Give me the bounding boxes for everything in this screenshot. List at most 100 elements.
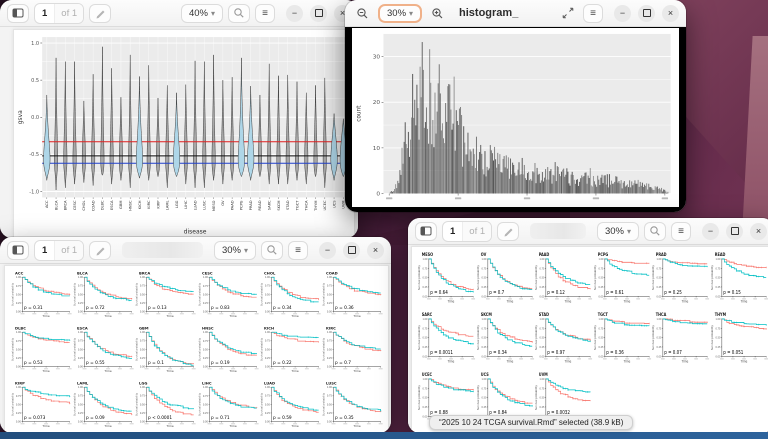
window-controls: − ×	[614, 4, 679, 22]
page-number-input[interactable]: 1	[42, 7, 48, 19]
zoom-level-dropdown[interactable]: 30% ▾	[378, 3, 423, 23]
maximize-icon	[347, 246, 356, 254]
maximize-button[interactable]	[343, 241, 360, 259]
svg-text:p = 0.15: p = 0.15	[723, 289, 741, 296]
menu-button[interactable]: ≡	[255, 3, 275, 23]
svg-text:LUSC: LUSC	[203, 200, 207, 210]
minimize-button[interactable]: −	[614, 4, 631, 22]
minimize-icon: −	[291, 8, 298, 18]
zoom-in-button[interactable]	[427, 4, 448, 23]
svg-text:0.75: 0.75	[481, 267, 486, 270]
svg-text:0.00: 0.00	[78, 420, 84, 423]
svg-text:0.25: 0.25	[540, 406, 545, 409]
search-button[interactable]	[228, 3, 250, 23]
svg-text:0.50: 0.50	[140, 403, 146, 406]
svg-text:1.00: 1.00	[140, 276, 146, 279]
fullscreen-button[interactable]	[558, 4, 578, 23]
zoom-level-dropdown[interactable]: 40% ▾	[180, 3, 223, 23]
svg-text:0.75: 0.75	[657, 327, 662, 330]
menu-button[interactable]: ≡	[583, 3, 603, 23]
sidebar-toggle-button[interactable]	[415, 221, 437, 241]
menu-button[interactable]: ≡	[288, 240, 308, 260]
svg-text:LAML: LAML	[77, 382, 89, 386]
zoom-level-dropdown[interactable]: 30% ▾	[213, 240, 256, 260]
svg-text:0.75: 0.75	[202, 340, 208, 343]
page-number-input[interactable]: 1	[450, 225, 456, 237]
svg-text:0.00: 0.00	[327, 310, 333, 313]
zoom-out-button[interactable]	[352, 4, 373, 23]
minimize-button[interactable]: −	[286, 4, 303, 22]
svg-text:0.75: 0.75	[140, 340, 146, 343]
search-button[interactable]	[261, 240, 283, 260]
svg-text:Time: Time	[104, 314, 112, 318]
svg-text:1.00: 1.00	[327, 276, 333, 279]
svg-text:Survival probability: Survival probability	[418, 264, 421, 290]
svg-text:1.00: 1.00	[327, 331, 333, 334]
svg-text:0.25: 0.25	[715, 346, 720, 349]
svg-text:GBM: GBM	[139, 327, 149, 331]
svg-text:0.75: 0.75	[598, 327, 603, 330]
histogram-image-window: 30% ▾ histogram_ ≡ − × 0 10 20 30 count	[345, 0, 686, 212]
svg-text:PCPG: PCPG	[597, 252, 608, 257]
svg-text:Survival probability: Survival probability	[477, 384, 480, 410]
sidebar-toggle-button[interactable]	[7, 240, 29, 260]
svg-text:Survival probability: Survival probability	[136, 282, 139, 306]
minimize-button[interactable]: −	[319, 241, 336, 259]
svg-text:0.00: 0.00	[140, 420, 146, 423]
svg-text:BRCA: BRCA	[64, 200, 68, 210]
maximize-button[interactable]	[726, 222, 743, 240]
svg-text:0.00: 0.00	[202, 365, 208, 368]
svg-text:0.75: 0.75	[16, 395, 22, 398]
annotate-button[interactable]	[89, 240, 112, 260]
svg-text:0.25: 0.25	[481, 406, 486, 409]
svg-text:0.00: 0.00	[140, 310, 146, 313]
svg-text:Time: Time	[104, 369, 112, 373]
maximize-button[interactable]	[638, 4, 655, 22]
svg-text:gsva: gsva	[17, 110, 24, 125]
close-button[interactable]: ×	[750, 222, 767, 240]
svg-text:p = 0.88: p = 0.88	[430, 409, 448, 416]
svg-text:UCEC: UCEC	[323, 200, 327, 211]
page-number-input[interactable]: 1	[42, 244, 48, 256]
svg-text:Survival probability: Survival probability	[535, 264, 538, 290]
svg-text:PAAD: PAAD	[539, 252, 550, 257]
svg-text:LUSC: LUSC	[326, 382, 337, 386]
svg-text:Survival probability: Survival probability	[322, 392, 325, 416]
svg-text:1.00: 1.00	[78, 331, 84, 334]
menu-button[interactable]: ≡	[671, 221, 691, 241]
minimize-button[interactable]: −	[702, 222, 719, 240]
svg-text:Survival probability: Survival probability	[136, 392, 139, 416]
svg-text:disease: disease	[184, 228, 207, 235]
sidebar-toggle-button[interactable]	[7, 3, 29, 23]
chevron-down-icon: ▾	[626, 226, 631, 236]
page-indicator[interactable]: 1 of 1	[34, 2, 85, 24]
minimize-icon: −	[707, 226, 714, 236]
zoom-level-dropdown[interactable]: 30% ▾	[596, 221, 639, 241]
hamburger-icon: ≡	[295, 244, 301, 256]
search-button[interactable]	[644, 221, 666, 241]
annotate-button[interactable]	[89, 3, 112, 23]
file-selected-status: “2025 10 24 TCGA survival.Rmd” selected …	[429, 415, 634, 430]
close-button[interactable]: ×	[662, 4, 679, 22]
svg-text:1.0: 1.0	[31, 41, 39, 47]
svg-text:Time: Time	[447, 299, 455, 303]
close-button[interactable]: ×	[367, 241, 384, 259]
svg-text:0.25: 0.25	[140, 412, 146, 415]
document-title-ghost	[122, 242, 203, 258]
svg-text:0.00: 0.00	[16, 310, 22, 313]
annotate-button[interactable]	[497, 221, 520, 241]
svg-text:ESCA: ESCA	[77, 327, 88, 331]
svg-text:0.25: 0.25	[16, 357, 22, 360]
svg-text:p = 0.31: p = 0.31	[24, 305, 43, 311]
bottom-taskbar[interactable]	[0, 432, 768, 439]
svg-text:0.75: 0.75	[540, 327, 545, 330]
svg-text:p = 0.7: p = 0.7	[335, 360, 351, 366]
page-indicator[interactable]: 1 of 1	[34, 239, 85, 261]
chevron-down-icon: ▾	[243, 245, 248, 255]
page-indicator[interactable]: 1 of 1	[442, 220, 493, 242]
svg-text:BRCA: BRCA	[139, 272, 150, 276]
svg-text:Time: Time	[228, 424, 236, 428]
svg-text:LGG: LGG	[139, 382, 147, 386]
maximize-button[interactable]	[310, 4, 327, 22]
svg-text:OV: OV	[221, 200, 225, 206]
